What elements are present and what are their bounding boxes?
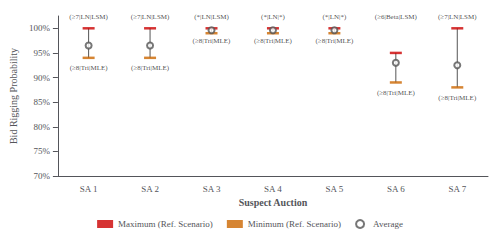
svg-text:75%: 75% — [33, 146, 50, 156]
svg-text:SA 5: SA 5 — [326, 184, 344, 194]
svg-text:Maximum (Ref. Scenario): Maximum (Ref. Scenario) — [118, 219, 213, 229]
svg-text:80%: 80% — [33, 122, 50, 132]
svg-text:SA 1: SA 1 — [80, 184, 98, 194]
svg-text:(*|LN|LSM): (*|LN|LSM) — [194, 13, 229, 21]
svg-text:(≥7|LN|LSM): (≥7|LN|LSM) — [438, 13, 477, 21]
svg-text:Bid Rigging Probability: Bid Rigging Probability — [8, 48, 19, 144]
svg-text:Minimum (Ref. Scenario): Minimum (Ref. Scenario) — [248, 219, 341, 229]
svg-text:(≥7|LN|LSM): (≥7|LN|LSM) — [131, 13, 170, 21]
svg-text:SA 6: SA 6 — [387, 184, 405, 194]
svg-text:(≥8|Tri|MLE): (≥8|Tri|MLE) — [70, 64, 109, 72]
svg-text:(≥7|LN|LSM): (≥7|LN|LSM) — [69, 13, 108, 21]
svg-text:(≥6|Beta|LSM): (≥6|Beta|LSM) — [375, 13, 418, 21]
svg-text:(≥8|Tri|MLE): (≥8|Tri|MLE) — [254, 37, 293, 45]
svg-text:70%: 70% — [33, 171, 50, 181]
svg-text:Average: Average — [373, 219, 403, 229]
svg-text:(*|LN|*): (*|LN|*) — [261, 13, 285, 21]
svg-text:SA 7: SA 7 — [448, 184, 466, 194]
svg-text:(≥8|Tri|MLE): (≥8|Tri|MLE) — [315, 37, 354, 45]
svg-text:(≥8|Tri|MLE): (≥8|Tri|MLE) — [438, 94, 477, 102]
svg-text:(≥8|Tri|MLE): (≥8|Tri|MLE) — [377, 89, 416, 97]
svg-text:SA 3: SA 3 — [203, 184, 221, 194]
svg-text:(≥8|Tri|MLE): (≥8|Tri|MLE) — [131, 64, 170, 72]
svg-text:SA 2: SA 2 — [141, 184, 159, 194]
svg-text:95%: 95% — [33, 48, 50, 58]
svg-text:SA 4: SA 4 — [264, 184, 282, 194]
svg-text:(*|LN|*): (*|LN|*) — [322, 13, 346, 21]
svg-text:Suspect Auction: Suspect Auction — [239, 197, 308, 208]
svg-text:90%: 90% — [33, 73, 50, 83]
svg-text:(≥8|Tri|MLE): (≥8|Tri|MLE) — [193, 37, 232, 45]
svg-text:100%: 100% — [29, 23, 51, 33]
svg-text:85%: 85% — [33, 97, 50, 107]
